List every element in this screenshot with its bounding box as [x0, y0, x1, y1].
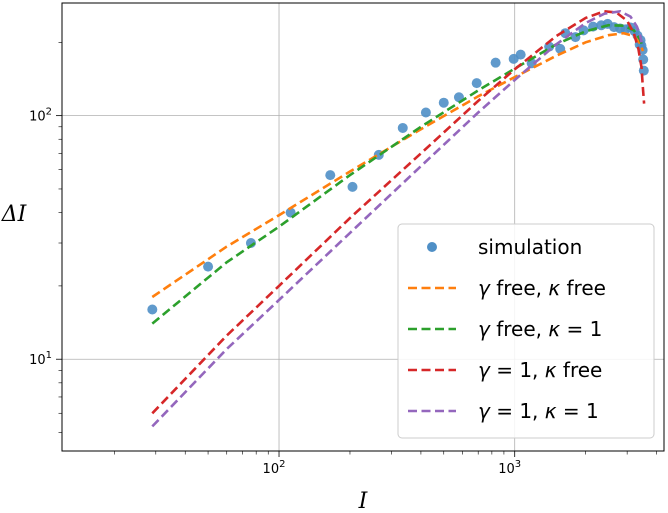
fit-line-d62728: [151, 9, 646, 415]
y-tick-label: 101: [29, 350, 52, 368]
legend-entry: γ = 1, κ free: [408, 358, 602, 382]
simulation-point: [515, 49, 526, 60]
legend-entry: γ = 1, κ = 1: [408, 399, 599, 423]
x-tick-label: 103: [498, 459, 521, 477]
y-axis-label: ΔI: [1, 202, 28, 227]
legend-label: γ free, κ free: [478, 276, 606, 300]
simulation-point: [203, 261, 214, 272]
simulation-point: [471, 78, 482, 89]
legend-label: γ = 1, κ = 1: [478, 399, 599, 423]
simulation-point: [420, 107, 431, 118]
y-tick-label: 102: [29, 107, 52, 125]
legend-entry: simulation: [427, 235, 582, 259]
legend-entry: γ free, κ = 1: [408, 317, 602, 341]
legend: simulation γ free, κ free γ free, κ = 1 γ =…: [397, 223, 655, 439]
legend-label: simulation: [478, 235, 582, 259]
simulation-point: [490, 57, 501, 68]
simulation-point: [147, 304, 158, 315]
plot-area: [147, 9, 649, 428]
x-tick-label: 102: [263, 459, 286, 477]
fit-line-9467bd: [151, 9, 643, 428]
simulation-point: [347, 181, 358, 192]
plot-frame: [61, 2, 665, 452]
legend-entry: γ free, κ free: [408, 276, 606, 300]
legend-label: γ = 1, κ free: [478, 358, 602, 382]
axes-ticks: 102 103 101 102: [29, 42, 657, 477]
x-axis-label: I: [358, 489, 369, 513]
legend-label: γ free, κ = 1: [478, 317, 602, 341]
simulation-point: [438, 97, 449, 108]
simulation-point: [555, 43, 566, 54]
legend-box: [397, 223, 655, 439]
legend-marker: [427, 242, 437, 252]
simulation-point: [397, 122, 408, 133]
simulation-point: [325, 170, 336, 181]
fit-line-ff7f0e: [151, 31, 645, 299]
